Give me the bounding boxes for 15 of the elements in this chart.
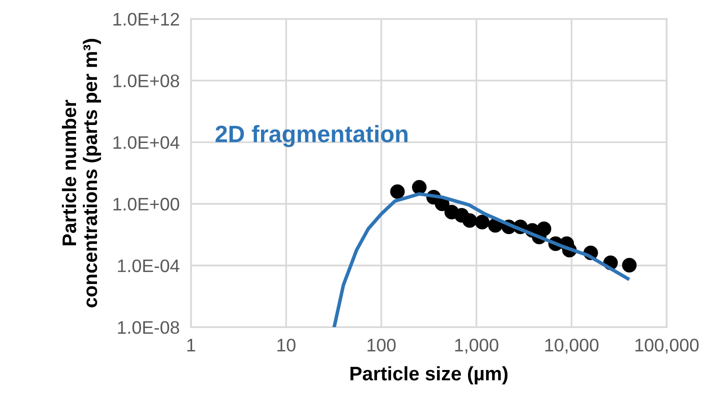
x-axis-title: Particle size (µm) xyxy=(350,366,508,384)
y-tick-label: 1.0E-08 xyxy=(118,321,180,334)
x-tick-label: 1,000 xyxy=(455,338,498,354)
y-tick-label: 1.0E+04 xyxy=(113,136,180,149)
x-tick-label: 100 xyxy=(368,338,396,352)
y-tick-label: 1.0E-04 xyxy=(118,259,180,272)
y-tick-label: 1.0E+12 xyxy=(113,12,179,26)
x-tick-label: 10 xyxy=(277,338,296,352)
y-tick-label: 1.0E+08 xyxy=(113,74,180,88)
x-tick-label: 1 xyxy=(187,338,196,352)
y-tick-label: 1.0E+00 xyxy=(113,198,180,211)
x-tick-label: 100,000 xyxy=(635,338,699,354)
x-tick-label: 10,000 xyxy=(545,338,598,354)
y-axis-title: Particle number concentrations (parts per m³) xyxy=(62,38,101,308)
text: 2D fragmentation xyxy=(216,124,408,148)
